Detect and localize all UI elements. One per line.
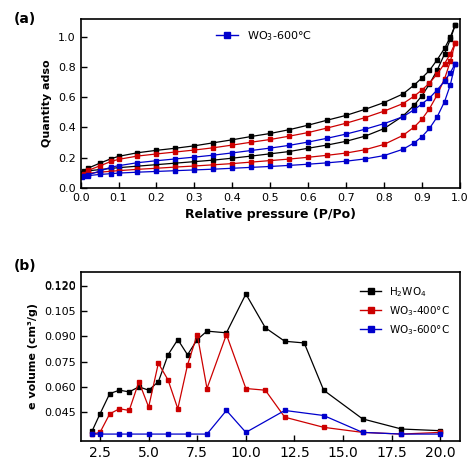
Text: 0.120: 0.120 (45, 281, 76, 291)
X-axis label: Relative pressure (P/Po): Relative pressure (P/Po) (185, 208, 356, 221)
Text: (a): (a) (14, 12, 36, 26)
Legend: WO$_3$-600$°$C: WO$_3$-600$°$C (211, 25, 316, 47)
Y-axis label: e volume (cm³/g): e volume (cm³/g) (28, 303, 38, 410)
Y-axis label: Quantity adso: Quantity adso (42, 60, 53, 147)
Text: (b): (b) (14, 259, 37, 273)
Legend: H$_2$WO$_4$, WO$_3$-400$°$C, WO$_3$-600$°$C: H$_2$WO$_4$, WO$_3$-400$°$C, WO$_3$-600$… (356, 281, 455, 341)
